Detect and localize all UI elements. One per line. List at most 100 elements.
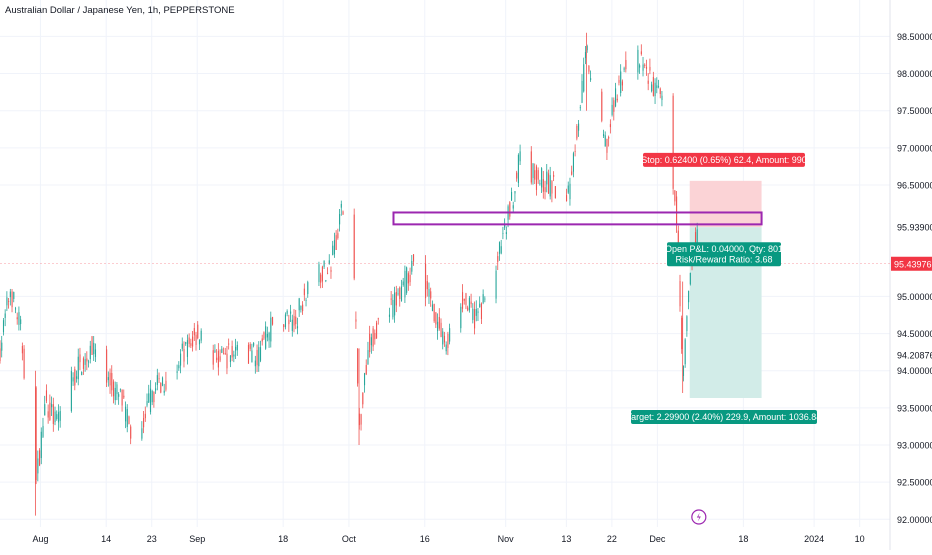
candle-body bbox=[82, 358, 84, 369]
candle-body bbox=[530, 151, 532, 183]
candle-body bbox=[437, 321, 439, 332]
candle-body bbox=[682, 365, 685, 377]
candle-body bbox=[72, 377, 74, 382]
candle-body bbox=[188, 337, 190, 344]
candle-body bbox=[70, 371, 72, 412]
candle-body bbox=[146, 401, 148, 406]
candle-body bbox=[542, 179, 544, 192]
candle-body bbox=[407, 273, 409, 284]
candle-body bbox=[447, 333, 449, 348]
time-tick-label: Sep bbox=[189, 534, 205, 544]
time-axis: Aug 14 23 Sep 18 Oct 16 Nov 13 22 Dec 18 2024 10 bbox=[32, 534, 864, 544]
chart-title: Australian Dollar / Japanese Yen, 1h, PE… bbox=[5, 5, 235, 16]
candle-body bbox=[535, 166, 538, 190]
candle-body bbox=[161, 377, 164, 386]
time-tick-label: 2024 bbox=[804, 534, 824, 544]
candle-body bbox=[198, 339, 201, 345]
candle-body bbox=[4, 313, 6, 318]
candle-body bbox=[438, 316, 440, 329]
candle-body bbox=[233, 354, 235, 357]
price-tick-label: 92.50000 bbox=[897, 478, 932, 488]
candle-body bbox=[500, 246, 502, 254]
candle-body bbox=[263, 332, 265, 339]
candle-body bbox=[94, 349, 97, 357]
candle-body bbox=[657, 86, 660, 87]
candle-body bbox=[236, 344, 238, 351]
candle-body bbox=[553, 175, 555, 177]
candle-body bbox=[79, 354, 81, 363]
candle-body bbox=[305, 300, 307, 301]
candle-body bbox=[495, 270, 497, 299]
candle-body bbox=[644, 64, 646, 66]
candle-body bbox=[112, 381, 115, 397]
candle-body bbox=[475, 309, 477, 316]
candle-body bbox=[649, 66, 651, 71]
candle-body bbox=[659, 88, 661, 94]
candle-body bbox=[272, 316, 274, 325]
candle-body bbox=[615, 88, 617, 107]
candle-body bbox=[551, 181, 553, 194]
candle-body bbox=[532, 163, 534, 179]
candle-body bbox=[76, 376, 78, 379]
candle-body bbox=[397, 293, 399, 295]
target-label-bg bbox=[631, 409, 817, 424]
candle-body bbox=[651, 84, 653, 92]
candle-body bbox=[91, 336, 93, 355]
candle-body bbox=[107, 377, 109, 381]
candle-body bbox=[461, 292, 464, 309]
candle-body bbox=[694, 232, 697, 251]
candle-body bbox=[219, 356, 221, 361]
candle-body bbox=[18, 312, 20, 325]
candle-body bbox=[684, 339, 686, 365]
candle-body bbox=[588, 65, 590, 72]
price-tick-label: 92.00000 bbox=[897, 515, 932, 525]
candle-body bbox=[193, 328, 195, 336]
candle-body bbox=[516, 172, 518, 179]
candle-body bbox=[186, 340, 189, 357]
zone-rectangle[interactable] bbox=[392, 211, 763, 226]
candle-body bbox=[470, 301, 472, 305]
candle-body bbox=[249, 344, 251, 349]
candle-body bbox=[477, 311, 479, 313]
candle-body bbox=[613, 100, 615, 112]
candle-body bbox=[224, 352, 226, 354]
candle-body bbox=[606, 138, 608, 153]
open-pnl-label-text: Open P&L: 0.04000, Qty: 801 bbox=[665, 244, 783, 254]
candle-body bbox=[480, 303, 483, 319]
candle-body bbox=[327, 272, 329, 274]
candle-body bbox=[144, 413, 146, 419]
candle-body bbox=[609, 124, 611, 128]
candle-body bbox=[265, 326, 267, 349]
candle-body bbox=[229, 355, 231, 363]
current-price-label: 95.43976 bbox=[894, 259, 932, 269]
candle-body bbox=[696, 229, 698, 246]
candle-body bbox=[185, 342, 187, 344]
candle-body bbox=[163, 390, 165, 393]
candle-body bbox=[251, 350, 253, 363]
candle-body bbox=[35, 387, 37, 480]
candle-body bbox=[77, 356, 79, 380]
price-tick-label: 95.00000 bbox=[897, 292, 932, 302]
candle-body bbox=[637, 49, 639, 73]
price-tick-label: 93.50000 bbox=[897, 403, 932, 413]
candle-body bbox=[128, 416, 130, 424]
candle-body bbox=[200, 330, 202, 341]
candle-body bbox=[425, 263, 427, 299]
candle-body bbox=[84, 359, 86, 365]
candle-body bbox=[49, 402, 51, 420]
candle-body bbox=[374, 332, 376, 340]
candle-body bbox=[160, 382, 162, 393]
candle-body bbox=[307, 282, 309, 295]
candle-body bbox=[674, 190, 676, 202]
candle-body bbox=[431, 304, 434, 311]
candle-body bbox=[111, 373, 113, 391]
candle-body bbox=[16, 317, 18, 320]
candle-body bbox=[328, 260, 330, 264]
candle-body bbox=[284, 314, 287, 328]
candle-body bbox=[335, 235, 337, 250]
candle-body bbox=[37, 458, 39, 474]
candle-body bbox=[514, 191, 516, 194]
candle-body bbox=[590, 78, 592, 80]
